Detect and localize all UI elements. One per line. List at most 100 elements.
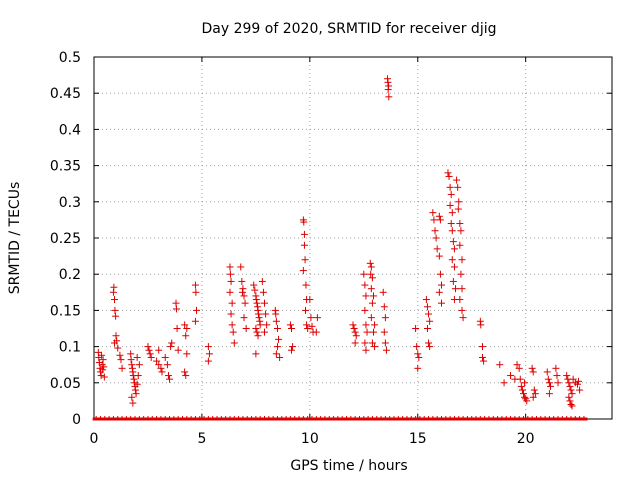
data-point xyxy=(362,292,370,300)
data-point xyxy=(253,299,261,307)
data-point xyxy=(238,288,246,296)
data-point xyxy=(381,339,389,347)
data-point xyxy=(307,314,315,322)
data-point xyxy=(227,310,235,318)
data-point xyxy=(308,322,316,330)
y-tick-label: 0.45 xyxy=(50,86,81,102)
data-point xyxy=(255,314,263,322)
data-point xyxy=(272,310,280,318)
data-point xyxy=(204,343,212,351)
data-point xyxy=(111,296,119,304)
data-point xyxy=(166,375,174,383)
data-point xyxy=(458,285,466,293)
x-tick-label: 10 xyxy=(301,431,319,447)
data-point xyxy=(448,227,456,235)
data-point xyxy=(299,267,307,275)
data-point xyxy=(455,198,463,206)
data-point xyxy=(182,332,190,340)
data-point xyxy=(289,343,297,351)
data-point xyxy=(567,386,575,394)
data-point-zero xyxy=(580,416,588,421)
data-point xyxy=(204,357,212,365)
data-point xyxy=(228,299,236,307)
data-point xyxy=(287,346,295,354)
data-point xyxy=(147,353,155,361)
data-point xyxy=(513,361,521,369)
data-point xyxy=(158,368,166,376)
data-point xyxy=(181,368,189,376)
data-point xyxy=(429,209,437,217)
data-point xyxy=(361,281,369,289)
x-axis-title: GPS time / hours xyxy=(290,458,407,474)
data-point xyxy=(132,390,140,398)
data-point xyxy=(313,314,321,322)
data-point xyxy=(565,393,573,401)
data-point xyxy=(242,325,250,332)
data-point xyxy=(366,259,374,267)
data-point xyxy=(286,321,294,329)
data-point xyxy=(371,343,379,351)
data-point xyxy=(433,245,441,253)
data-point xyxy=(515,364,523,372)
data-point xyxy=(368,274,376,282)
data-point xyxy=(205,350,213,358)
data-point xyxy=(500,379,508,387)
y-tick-label: 0.3 xyxy=(59,195,81,211)
data-point xyxy=(448,209,456,217)
data-point xyxy=(306,296,314,304)
data-point xyxy=(272,317,280,325)
x-tick-label: 5 xyxy=(197,431,206,447)
data-point xyxy=(117,356,125,364)
data-point xyxy=(111,339,119,347)
data-point xyxy=(380,303,388,311)
data-point xyxy=(382,346,390,354)
data-point xyxy=(480,357,488,365)
data-point xyxy=(450,263,458,271)
data-point xyxy=(172,305,180,313)
data-point xyxy=(568,390,576,398)
data-point xyxy=(368,299,376,307)
data-point xyxy=(164,372,172,380)
data-point xyxy=(367,314,375,322)
data-point xyxy=(275,335,283,343)
data-point xyxy=(565,379,573,387)
data-point xyxy=(553,372,561,380)
data-point xyxy=(240,292,248,300)
data-point xyxy=(191,317,199,325)
data-point xyxy=(99,366,107,374)
data-point xyxy=(431,227,439,235)
data-point xyxy=(273,343,281,351)
data-point xyxy=(237,263,245,271)
data-point xyxy=(414,350,422,358)
data-point xyxy=(300,241,308,249)
data-point xyxy=(227,277,235,285)
data-point xyxy=(457,270,465,278)
data-point xyxy=(192,288,200,296)
data-point xyxy=(167,343,175,351)
data-point xyxy=(174,346,182,354)
data-point xyxy=(569,375,577,383)
data-point xyxy=(273,325,281,332)
data-point xyxy=(381,314,389,322)
data-point xyxy=(98,351,106,359)
data-point xyxy=(128,361,136,369)
data-point xyxy=(576,386,584,394)
data-point xyxy=(368,339,376,347)
data-point xyxy=(300,218,308,226)
data-point xyxy=(181,321,189,329)
data-point xyxy=(226,288,234,296)
data-point xyxy=(110,283,118,291)
data-point xyxy=(367,263,375,271)
data-point xyxy=(363,328,371,336)
data-point xyxy=(135,361,143,369)
data-point xyxy=(100,363,108,371)
data-point xyxy=(183,325,191,332)
data-point xyxy=(415,353,423,361)
data-point xyxy=(351,339,359,347)
data-point xyxy=(575,377,583,385)
data-point xyxy=(456,220,464,228)
data-point xyxy=(544,375,552,383)
data-point xyxy=(302,281,310,289)
data-point xyxy=(251,286,259,294)
data-point xyxy=(456,241,464,249)
